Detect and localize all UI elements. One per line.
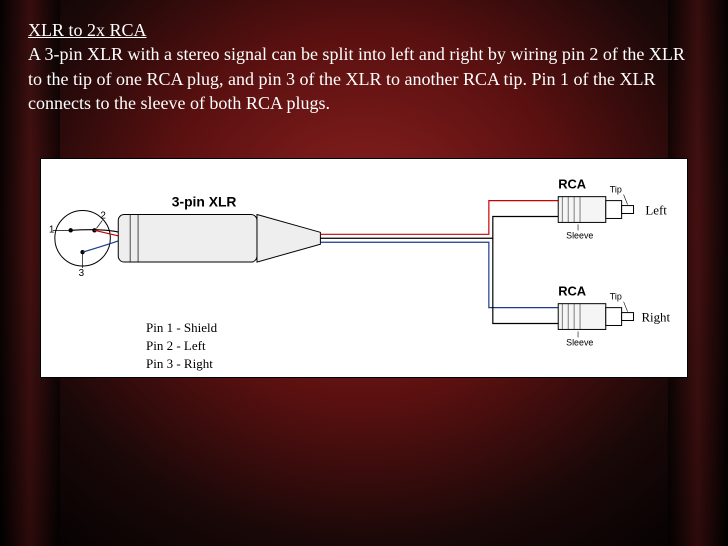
pin-legend-2: Pin 2 - Left bbox=[146, 337, 217, 355]
slide-title: XLR to 2x RCA bbox=[28, 20, 147, 40]
rca-right-side-label: Right bbox=[641, 311, 670, 325]
rca-left-plug bbox=[558, 197, 633, 223]
tip-tick-r bbox=[624, 302, 628, 312]
rca-right-tip-label: Tip bbox=[610, 292, 622, 302]
rca-left-label: RCA bbox=[558, 177, 586, 192]
rca-right-label: RCA bbox=[558, 284, 586, 299]
rca-right-sleeve-label: Sleeve bbox=[566, 337, 593, 347]
rca-left-side-label: Left bbox=[645, 203, 667, 217]
pin-legend: Pin 1 - Shield Pin 2 - Left Pin 3 - Righ… bbox=[146, 319, 217, 374]
xlr-pin-3-num: 3 bbox=[79, 268, 85, 279]
tip-tick-l bbox=[624, 195, 628, 205]
rca-left-tip-label: Tip bbox=[610, 185, 622, 195]
xlr-pin-1-num: 1 bbox=[49, 224, 55, 235]
rca-left-sleeve-label: Sleeve bbox=[566, 230, 593, 240]
pin-legend-3: Pin 3 - Right bbox=[146, 355, 217, 373]
xlr-pin-2-num: 2 bbox=[100, 210, 106, 221]
wire-shield-to-rca-right bbox=[493, 238, 558, 323]
wire-right-to-rca bbox=[469, 242, 558, 307]
pin-legend-1: Pin 1 - Shield bbox=[146, 319, 217, 337]
xlr-label: 3-pin XLR bbox=[172, 194, 237, 210]
slide-body: A 3-pin XLR with a stereo signal can be … bbox=[28, 44, 685, 113]
wire-left-to-rca bbox=[469, 201, 558, 235]
xlr-cable-relief bbox=[257, 214, 320, 262]
wire-shield-to-rca-left bbox=[469, 216, 558, 238]
xlr-barrel bbox=[118, 214, 257, 262]
diagram-svg: 1 2 3 3-pin XLR bbox=[41, 159, 687, 377]
rca-right-plug bbox=[558, 304, 633, 330]
wiring-diagram: 1 2 3 3-pin XLR bbox=[40, 158, 688, 378]
slide-text: XLR to 2x RCA A 3-pin XLR with a stereo … bbox=[28, 18, 700, 115]
